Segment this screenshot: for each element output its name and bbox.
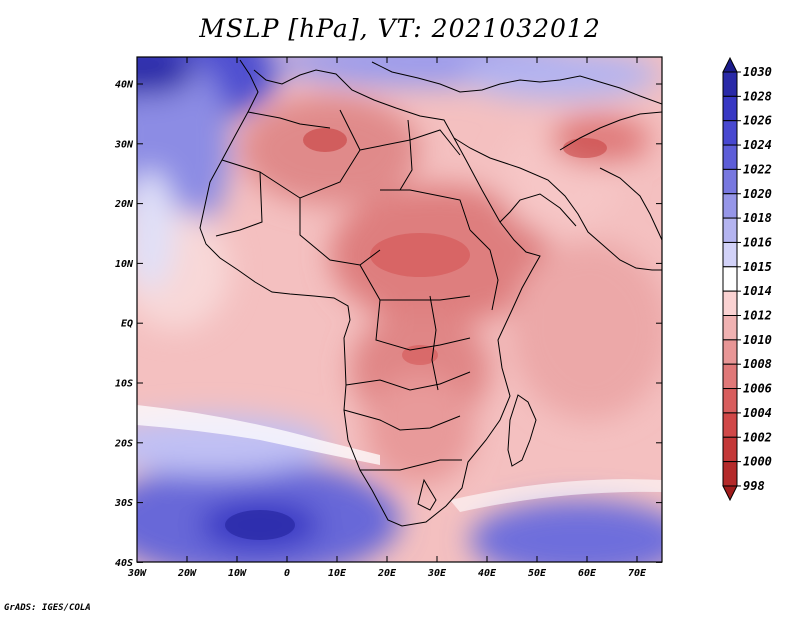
colorbar-top-arrow xyxy=(722,56,738,73)
lon-tick-label: 10E xyxy=(328,568,347,579)
longitude-axis: 30W 20W 10W 0 10E 20E 30E 40E 50E 60E 70E xyxy=(127,57,647,579)
lat-tick-label: 40N xyxy=(115,80,134,91)
colorbar-label: 1000 xyxy=(743,455,772,469)
credit-text: GrADS: IGES/COLA xyxy=(4,603,91,613)
colorbar-segment xyxy=(722,266,738,292)
colorbar-label: 1004 xyxy=(743,406,772,420)
lon-tick-label: 70E xyxy=(628,568,647,579)
colorbar-label: 1026 xyxy=(743,114,772,128)
colorbar-segment xyxy=(722,315,738,341)
lat-tick-label: 10N xyxy=(115,259,134,270)
colorbar-label: 1020 xyxy=(743,187,772,201)
colorbar-segment xyxy=(722,436,738,463)
colorbar-segment xyxy=(722,290,738,316)
colorbar-label: 1010 xyxy=(743,333,772,347)
colorbar-segment xyxy=(722,241,738,268)
colorbar-segment xyxy=(722,339,738,365)
colorbar-segment xyxy=(722,144,738,170)
colorbar-label: 1002 xyxy=(743,430,772,444)
plot-frame xyxy=(136,56,663,563)
colorbar-segment xyxy=(722,193,738,219)
colorbar-label: 1024 xyxy=(743,138,772,152)
lat-tick-label: 10S xyxy=(115,379,133,390)
colorbar-label: 1014 xyxy=(743,284,772,298)
lon-tick-label: 30E xyxy=(427,568,447,579)
lat-tick-label: EQ xyxy=(121,319,133,330)
lon-tick-label: 10W xyxy=(228,568,247,579)
latitude-axis: 40N 30N 20N 10N EQ 10S 20S 30S 40S xyxy=(114,80,662,569)
colorbar-segment xyxy=(722,412,738,438)
colorbar-segment xyxy=(722,363,738,390)
colorbar-label: 1018 xyxy=(743,211,772,225)
colorbar-label: 1028 xyxy=(743,89,772,103)
colorbar-label: 1006 xyxy=(743,382,772,396)
lat-tick-label: 40S xyxy=(115,558,133,569)
lon-tick-label: 50E xyxy=(528,568,547,579)
colorbar-segment xyxy=(722,388,738,414)
colorbar: 1030 1028 1026 1024 1022 1020 1018 1016 1015 1014… xyxy=(722,56,772,502)
colorbar-label: 1022 xyxy=(743,162,772,176)
colorbar-label: 1015 xyxy=(743,260,772,274)
colorbar-label: 1016 xyxy=(743,235,772,249)
map-title: MSLP [hPa], VT: 2021032012 xyxy=(199,14,601,43)
colorbar-segment xyxy=(722,461,738,487)
lat-tick-label: 20S xyxy=(114,438,133,449)
colorbar-label: 998 xyxy=(743,479,765,493)
colorbar-segment xyxy=(722,217,738,243)
colorbar-segment xyxy=(722,71,738,97)
lon-tick-label: 30W xyxy=(127,568,147,579)
lat-tick-label: 20N xyxy=(114,199,134,210)
colorbar-label: 1008 xyxy=(743,357,772,371)
colorbar-segment xyxy=(722,168,738,195)
colorbar-bottom-arrow xyxy=(722,485,738,502)
colorbar-segment xyxy=(722,120,738,146)
lon-tick-label: 60E xyxy=(578,568,597,579)
lon-tick-label: 0 xyxy=(284,568,290,579)
coastlines xyxy=(199,59,662,527)
lat-tick-label: 30N xyxy=(114,139,134,150)
lon-tick-label: 20W xyxy=(177,568,197,579)
lat-tick-label: 30S xyxy=(114,498,133,509)
colorbar-label: 1030 xyxy=(743,65,772,79)
colorbar-segment xyxy=(722,95,738,122)
colorbar-label: 1012 xyxy=(743,309,772,323)
lon-tick-label: 20E xyxy=(377,568,397,579)
lon-tick-label: 40E xyxy=(478,568,497,579)
